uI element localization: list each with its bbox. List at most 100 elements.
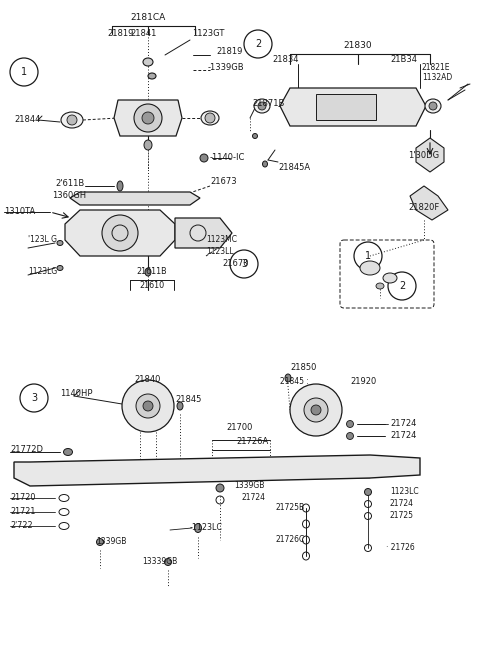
Circle shape xyxy=(122,380,174,432)
Text: -1140-IC: -1140-IC xyxy=(210,154,245,162)
Ellipse shape xyxy=(61,112,83,128)
Text: 21772D: 21772D xyxy=(10,445,43,455)
Text: 2'611B: 2'611B xyxy=(55,179,84,189)
Circle shape xyxy=(304,398,328,422)
Text: 21840: 21840 xyxy=(135,376,161,384)
Text: 21850: 21850 xyxy=(290,363,316,373)
Ellipse shape xyxy=(252,133,257,139)
Ellipse shape xyxy=(285,374,291,382)
Ellipse shape xyxy=(254,99,270,113)
Text: 21720: 21720 xyxy=(10,493,36,503)
Text: 1339GB: 1339GB xyxy=(234,482,264,491)
Circle shape xyxy=(136,394,160,418)
Ellipse shape xyxy=(148,73,156,79)
Text: 1360GH: 1360GH xyxy=(52,191,86,200)
Ellipse shape xyxy=(216,484,224,492)
Text: 21670: 21670 xyxy=(222,260,249,269)
Polygon shape xyxy=(114,100,182,136)
Ellipse shape xyxy=(201,111,219,125)
Text: -1339GB: -1339GB xyxy=(208,64,245,72)
Text: 1140HP: 1140HP xyxy=(60,390,93,399)
Text: 2: 2 xyxy=(399,281,405,291)
Text: '123L G: '123L G xyxy=(28,235,57,244)
Text: 21673: 21673 xyxy=(210,177,237,187)
Polygon shape xyxy=(410,186,448,220)
Text: 21871B: 21871B xyxy=(252,99,284,108)
Ellipse shape xyxy=(347,432,353,440)
Ellipse shape xyxy=(57,240,63,246)
Ellipse shape xyxy=(425,99,441,113)
Circle shape xyxy=(143,401,153,411)
Text: 21610: 21610 xyxy=(139,281,165,290)
Ellipse shape xyxy=(117,181,123,191)
Text: 21845 :: 21845 : xyxy=(280,378,309,386)
Text: 21819: 21819 xyxy=(107,30,133,39)
Text: 1: 1 xyxy=(21,67,27,77)
Ellipse shape xyxy=(344,103,352,111)
Ellipse shape xyxy=(144,140,152,150)
Text: 21725B: 21725B xyxy=(276,503,305,512)
Ellipse shape xyxy=(339,98,357,116)
Polygon shape xyxy=(70,192,200,205)
Ellipse shape xyxy=(364,489,372,495)
Circle shape xyxy=(311,405,321,415)
Text: 1339GB: 1339GB xyxy=(96,537,126,547)
Circle shape xyxy=(290,384,342,436)
Text: 21726A: 21726A xyxy=(236,438,268,447)
Text: 21700: 21700 xyxy=(226,424,252,432)
Text: 2: 2 xyxy=(255,39,261,49)
Text: 21920: 21920 xyxy=(350,378,376,386)
Text: 1310TA: 1310TA xyxy=(4,208,35,217)
Text: 21724: 21724 xyxy=(390,499,414,509)
Polygon shape xyxy=(416,138,444,172)
Text: 21844: 21844 xyxy=(14,116,40,124)
Ellipse shape xyxy=(263,161,267,167)
Ellipse shape xyxy=(57,265,63,271)
Text: 21721: 21721 xyxy=(10,507,36,516)
Text: 1132AD: 1132AD xyxy=(422,74,452,83)
Ellipse shape xyxy=(143,58,153,66)
Text: 2'722: 2'722 xyxy=(10,522,33,530)
Polygon shape xyxy=(65,210,175,256)
Text: 1123LC: 1123LC xyxy=(390,487,419,497)
Ellipse shape xyxy=(347,420,353,428)
Ellipse shape xyxy=(96,539,104,545)
Text: 21611B: 21611B xyxy=(136,267,167,277)
Text: 21724: 21724 xyxy=(390,420,416,428)
Ellipse shape xyxy=(177,402,183,410)
Circle shape xyxy=(429,102,437,110)
Ellipse shape xyxy=(360,261,380,275)
Text: 3: 3 xyxy=(241,259,247,269)
Text: 1123LG: 1123LG xyxy=(28,267,57,277)
Text: 21845: 21845 xyxy=(175,396,202,405)
Circle shape xyxy=(142,112,154,124)
Circle shape xyxy=(102,215,138,251)
Text: 21726C: 21726C xyxy=(276,535,305,545)
Text: 21821E: 21821E xyxy=(422,64,451,72)
Text: · 21726: · 21726 xyxy=(386,543,415,553)
Text: 1123LL: 1123LL xyxy=(206,248,234,256)
Circle shape xyxy=(134,104,162,132)
Text: 1123MC: 1123MC xyxy=(206,235,237,244)
Text: 21724: 21724 xyxy=(390,432,416,440)
Ellipse shape xyxy=(383,273,397,283)
Circle shape xyxy=(67,115,77,125)
Ellipse shape xyxy=(194,524,202,533)
Circle shape xyxy=(205,113,215,123)
Ellipse shape xyxy=(200,154,208,162)
Text: 1: 1 xyxy=(365,251,371,261)
Polygon shape xyxy=(280,88,426,126)
Text: -1123LC: -1123LC xyxy=(190,524,223,533)
Ellipse shape xyxy=(63,449,72,455)
Text: 21724: 21724 xyxy=(242,493,266,503)
Bar xyxy=(316,94,376,120)
Text: 1'30DG: 1'30DG xyxy=(408,152,439,160)
Circle shape xyxy=(258,102,266,110)
Text: 21725: 21725 xyxy=(390,512,414,520)
Text: 21834: 21834 xyxy=(272,55,299,64)
Text: 21845A: 21845A xyxy=(278,164,310,173)
Text: 21819: 21819 xyxy=(216,47,242,57)
Text: 21841: 21841 xyxy=(130,30,156,39)
Ellipse shape xyxy=(376,283,384,289)
Ellipse shape xyxy=(165,558,171,566)
